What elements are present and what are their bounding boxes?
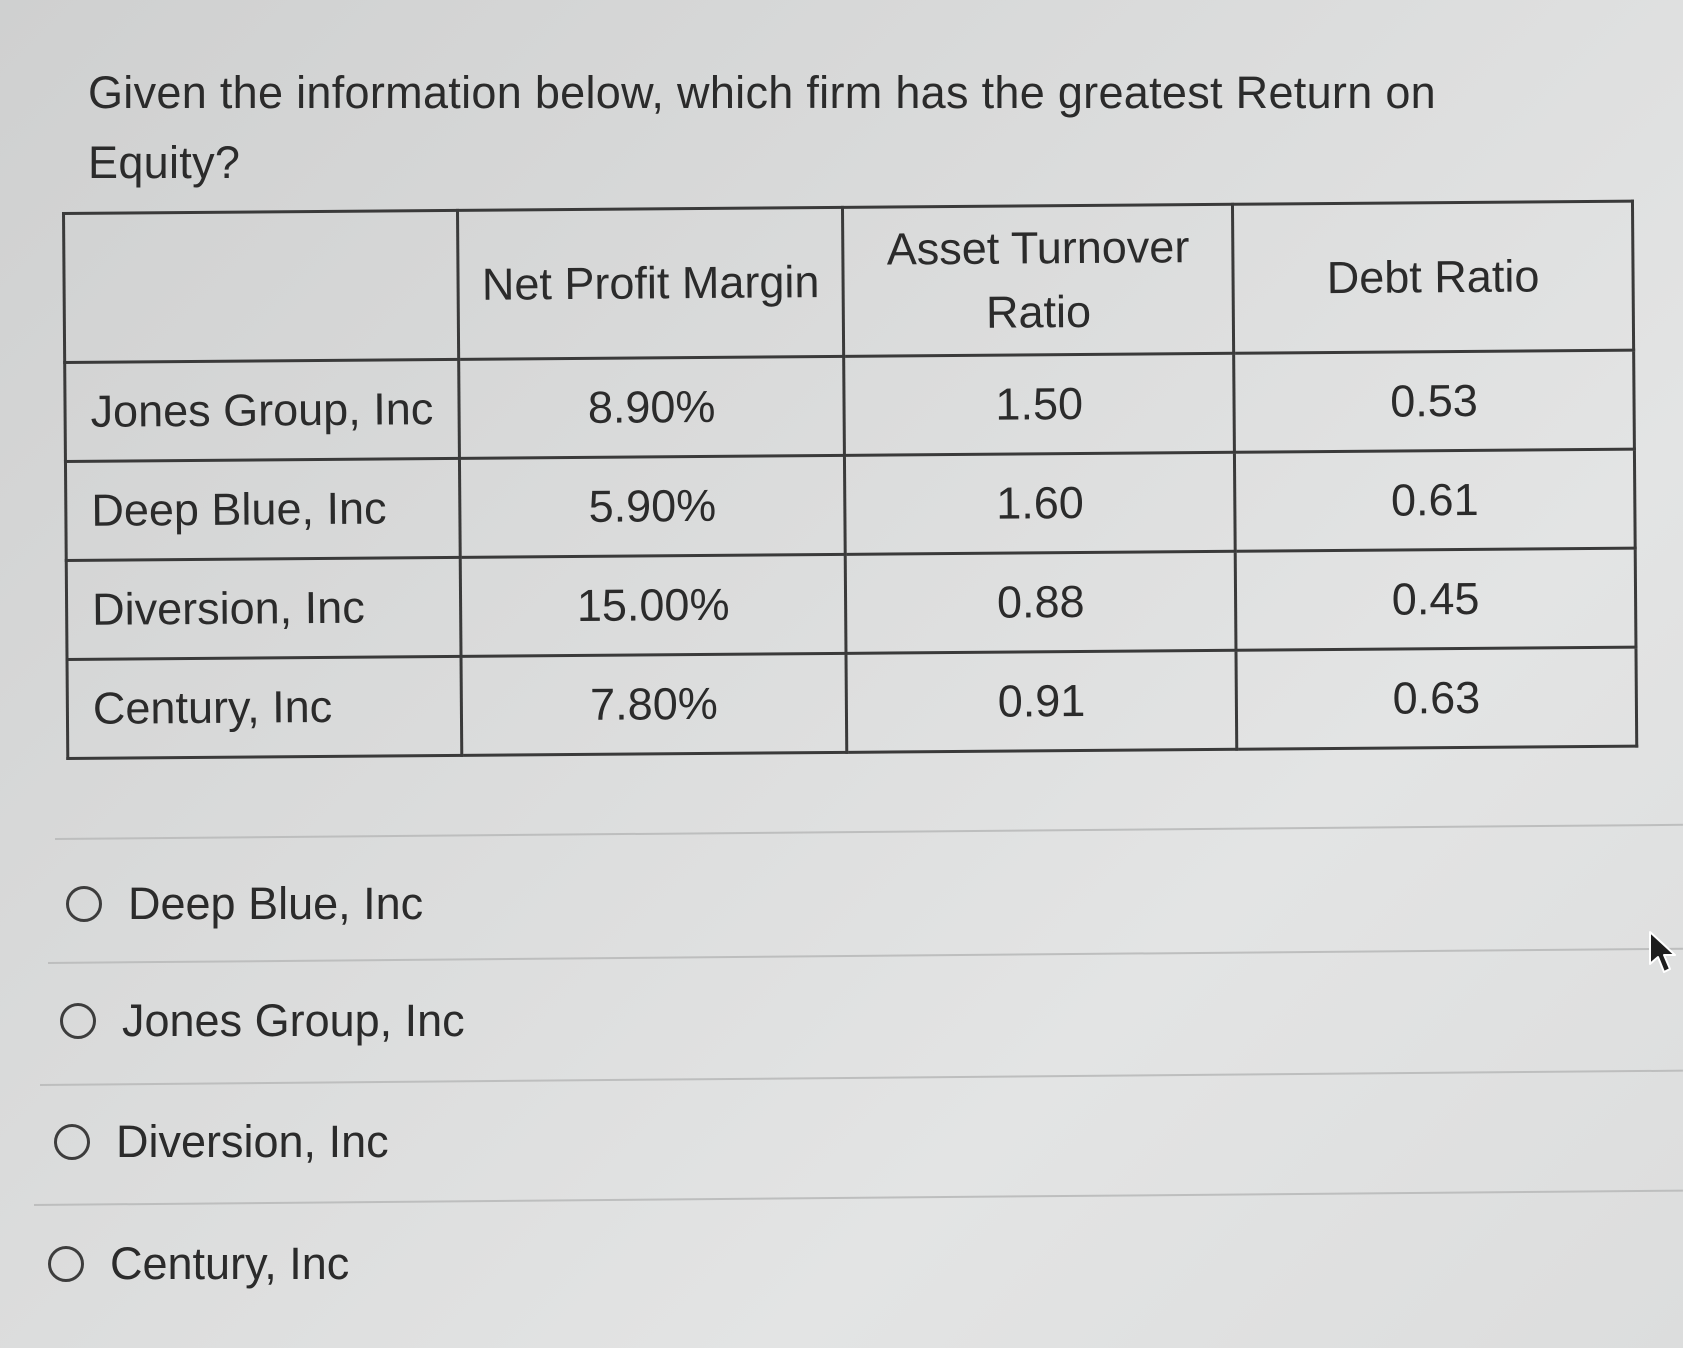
option-century[interactable]: Century, Inc: [48, 1238, 349, 1290]
question-text: Given the information below, which firm …: [88, 67, 1436, 188]
option-jones-group[interactable]: Jones Group, Inc: [60, 995, 465, 1047]
mouse-pointer-icon: [1649, 931, 1676, 973]
option-label: Deep Blue, Inc: [128, 878, 424, 929]
radio-button-unchecked-icon[interactable]: [54, 1124, 90, 1160]
option-label: Diversion, Inc: [116, 1116, 389, 1167]
radio-button-unchecked-icon[interactable]: [60, 1003, 96, 1039]
radio-button-unchecked-icon[interactable]: [66, 886, 102, 922]
radio-button-unchecked-icon[interactable]: [48, 1246, 84, 1282]
option-deep-blue[interactable]: Deep Blue, Inc: [66, 878, 423, 930]
option-label: Century, Inc: [110, 1238, 350, 1289]
option-label: Jones Group, Inc: [122, 995, 465, 1046]
option-diversion[interactable]: Diversion, Inc: [54, 1116, 389, 1168]
